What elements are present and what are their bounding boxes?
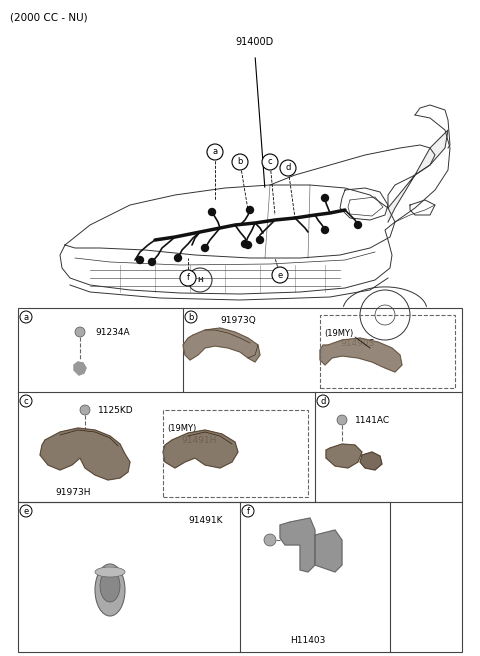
Text: a: a [213,148,217,157]
Bar [163,410,308,497]
Polygon shape [320,338,402,372]
Circle shape [80,405,90,415]
Circle shape [232,154,248,170]
Polygon shape [315,530,342,572]
Circle shape [272,267,288,283]
Circle shape [20,311,32,323]
Text: d: d [320,396,326,405]
Circle shape [148,258,156,266]
Polygon shape [183,328,260,362]
Circle shape [317,395,329,407]
Text: (19MY): (19MY) [324,329,353,338]
Text: b: b [188,312,194,321]
Circle shape [175,255,181,262]
Polygon shape [360,452,382,470]
Text: f: f [247,506,250,516]
Circle shape [280,160,296,176]
Bar [320,315,455,388]
Circle shape [322,226,328,234]
Circle shape [262,154,278,170]
Circle shape [180,270,196,286]
Text: e: e [277,270,283,279]
Polygon shape [388,130,448,222]
Circle shape [185,311,197,323]
Text: H: H [197,277,203,283]
Text: (2000 CC - NU): (2000 CC - NU) [10,12,88,22]
Circle shape [256,237,264,243]
Text: 91234A: 91234A [95,328,130,337]
Bar [18,308,462,652]
Circle shape [207,144,223,160]
Circle shape [202,245,208,251]
Circle shape [355,222,361,228]
Circle shape [20,395,32,407]
Ellipse shape [95,567,125,577]
Text: f: f [187,274,190,283]
Text: 91490S: 91490S [340,339,374,348]
Text: c: c [24,396,28,405]
Text: 91491K: 91491K [188,516,223,525]
Text: H11403: H11403 [290,636,325,645]
Text: d: d [285,163,291,173]
Ellipse shape [100,570,120,602]
Circle shape [75,327,85,337]
Circle shape [242,505,254,517]
Circle shape [337,415,347,425]
Circle shape [136,256,144,264]
Text: b: b [237,157,243,167]
Circle shape [244,241,252,249]
Text: 1125KD: 1125KD [98,406,133,415]
Text: 1141AC: 1141AC [355,416,390,425]
Text: a: a [24,312,29,321]
Polygon shape [280,518,315,572]
Circle shape [20,505,32,517]
Text: 91973H: 91973H [55,488,91,497]
Polygon shape [326,444,362,468]
Text: 91400D: 91400D [236,37,274,47]
Circle shape [247,207,253,213]
Polygon shape [40,428,130,480]
Circle shape [322,194,328,201]
Circle shape [241,241,249,247]
Polygon shape [74,362,86,375]
Polygon shape [163,430,238,468]
Text: c: c [268,157,272,167]
Text: 91973Q: 91973Q [220,316,256,325]
Circle shape [264,534,276,546]
Text: e: e [24,506,29,516]
Text: (19MY): (19MY) [167,424,196,433]
Text: 91491H: 91491H [181,436,216,445]
Circle shape [208,209,216,216]
Ellipse shape [95,564,125,616]
